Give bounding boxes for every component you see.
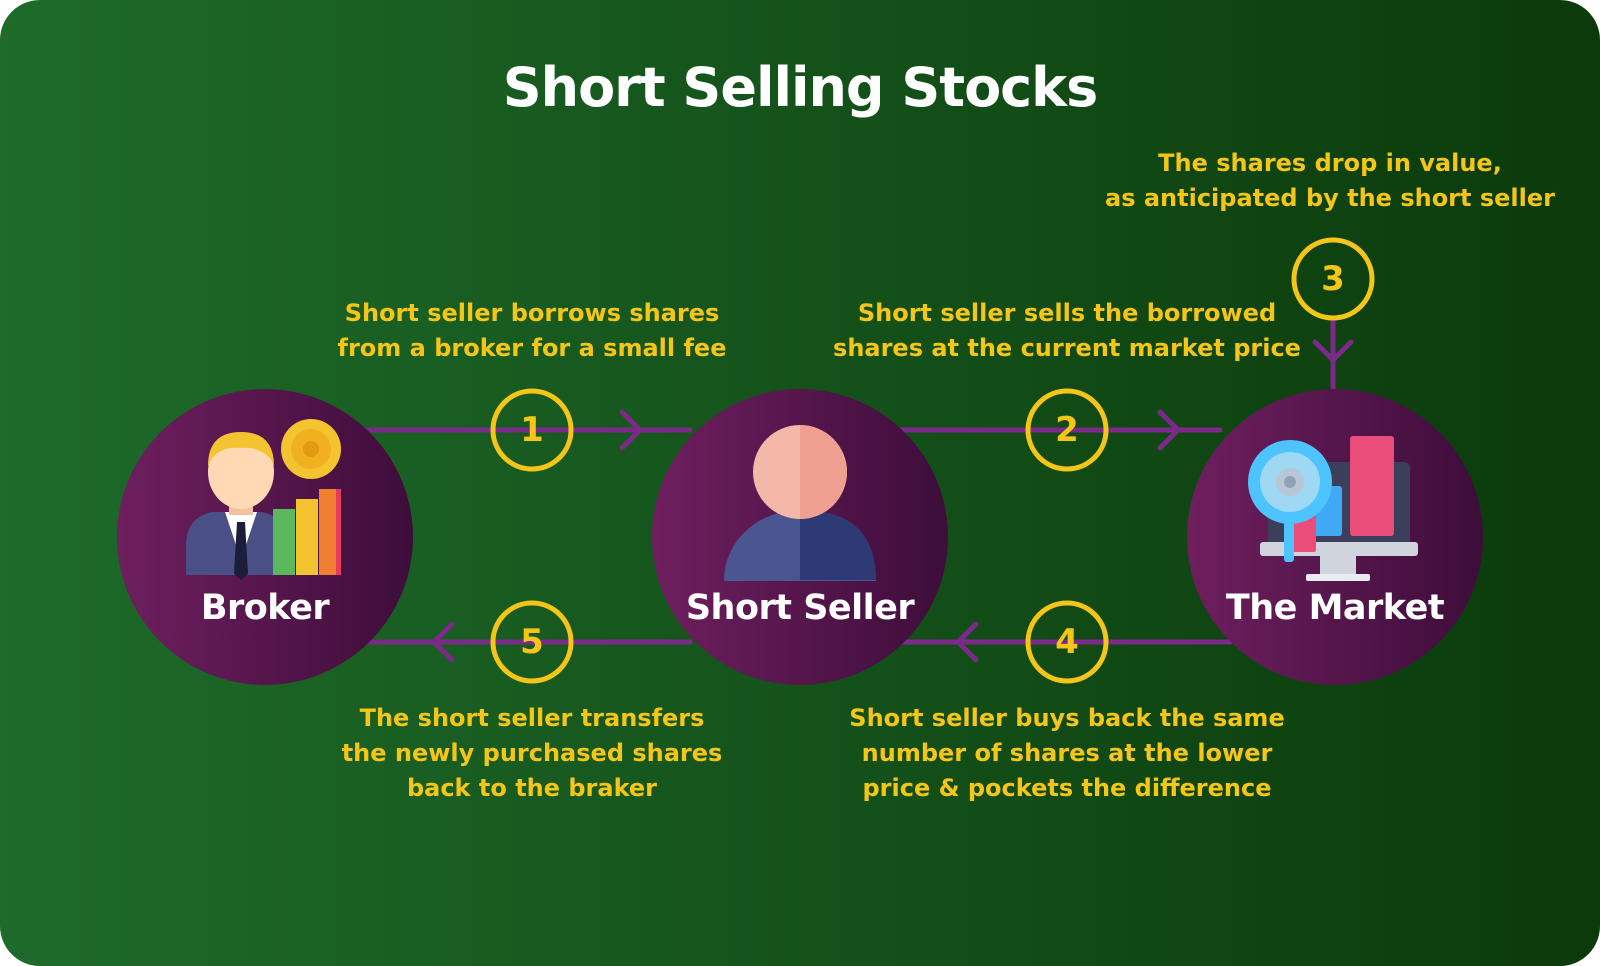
step-5-caption-line-2: the newly purchased shares (341, 739, 723, 767)
step-2-number: 2 (1055, 410, 1079, 450)
step-3-number: 3 (1321, 259, 1345, 299)
node-label-market: The Market (1225, 588, 1445, 628)
arrow-right-step-1 (619, 409, 643, 451)
step-4-caption-line-2: number of shares at the lower (861, 739, 1273, 767)
page-title: Short Selling Stocks (502, 56, 1099, 119)
step-1-caption-line-1: Short seller borrows shares (344, 299, 720, 327)
arrow-left-step-4 (955, 621, 979, 663)
step-circles (490, 237, 1375, 684)
step-1-circle (490, 388, 574, 472)
step-1-caption-line-2: from a broker for a small fee (337, 334, 727, 362)
node-label-broker: Broker (200, 588, 330, 628)
step-4-caption-line-1: Short seller buys back the same (849, 704, 1285, 732)
step-4-caption: Short seller buys back the same number o… (817, 701, 1317, 806)
arrow-left-step-5 (431, 621, 455, 663)
step-4-number: 4 (1055, 622, 1079, 662)
step-2-caption-line-2: shares at the current market price (833, 334, 1301, 362)
node-label-short-seller: Short Seller (685, 588, 915, 628)
step-5-number: 5 (520, 622, 544, 662)
step-4-circle (1025, 600, 1109, 684)
step-3-caption-line-1: The shares drop in value, (1158, 149, 1502, 177)
step-5-caption-line-1: The short seller transfers (359, 704, 705, 732)
step-3-circle (1291, 237, 1375, 321)
step-3-caption: The shares drop in value, as anticipated… (1080, 146, 1580, 216)
step-5-caption-line-3: back to the braker (406, 774, 658, 802)
step-2-caption-line-1: Short seller sells the borrowed (857, 299, 1277, 327)
person-icon (724, 425, 876, 581)
step-4-caption-line-3: price & pockets the difference (862, 774, 1272, 802)
arrow-right-step-2 (1157, 409, 1181, 451)
market-monitor-icon (1248, 436, 1418, 581)
step-1-number: 1 (520, 410, 544, 450)
step-2-caption: Short seller sells the borrowed shares a… (817, 296, 1317, 366)
step-1-caption: Short seller borrows shares from a broke… (322, 296, 742, 366)
step-5-caption: The short seller transfers the newly pur… (322, 701, 742, 806)
broker-icon (186, 419, 341, 580)
connectors (362, 315, 1354, 663)
step-2-circle (1025, 388, 1109, 472)
step-5-circle (490, 600, 574, 684)
step-3-caption-line-2: as anticipated by the short seller (1105, 184, 1555, 212)
arrow-down-step-3 (1312, 339, 1354, 363)
